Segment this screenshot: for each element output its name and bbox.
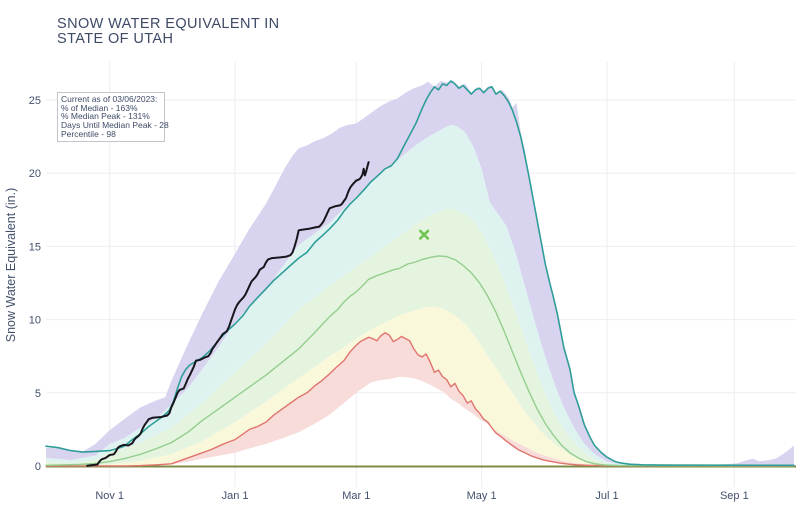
band-p90-to-max — [46, 80, 794, 466]
x-tick-label: Mar 1 — [342, 490, 370, 502]
line-median — [45, 255, 795, 467]
line-current-year-2023 — [86, 161, 370, 467]
y-tick-label: 25 — [29, 95, 41, 107]
current-status-annotation: Current as of 03/06/2023: % of Median - … — [57, 92, 169, 142]
annotation-pct-of-median: % of Median - 163% — [61, 102, 138, 113]
x-tick-label: Nov 1 — [95, 490, 124, 502]
y-tick-label: 15 — [29, 241, 41, 253]
annotation-days-until-median-peak: Days Until Median Peak - 28 — [61, 120, 169, 131]
x-tick-label: Jul 1 — [595, 490, 618, 502]
annotation-current-date: Current as of 03/06/2023: — [61, 94, 158, 104]
x-tick-label: May 1 — [467, 490, 497, 502]
y-tick-label: 0 — [35, 461, 41, 473]
y-tick-label: 10 — [29, 315, 41, 327]
line-10th-percentile — [45, 332, 795, 467]
y-tick-label: 5 — [35, 388, 41, 400]
band-p10-to-p30 — [46, 306, 794, 466]
line-max-year — [45, 80, 795, 467]
annotation-pct-median-peak: % Median Peak - 131% — [61, 111, 150, 122]
annotation-percentile: Percentile - 98 — [61, 128, 116, 139]
y-axis-title: Snow Water Equivalent (in.) — [4, 188, 18, 342]
chart-title-line2: STATE OF UTAH — [57, 31, 174, 47]
chart-title-line1: SNOW WATER EQUIVALENT IN — [57, 16, 280, 32]
band-p70-to-p90 — [46, 124, 794, 466]
y-tick-label: 20 — [29, 168, 41, 180]
chart-title: SNOW WATER EQUIVALENT IN STATE OF UTAH — [57, 17, 280, 47]
x-tick-label: Jan 1 — [222, 490, 249, 502]
band-min-to-p10 — [46, 332, 794, 466]
x-tick-label: Sep 1 — [720, 490, 749, 502]
band-p30-to-p70 — [46, 208, 794, 466]
median-peak-x-icon — [419, 229, 430, 240]
